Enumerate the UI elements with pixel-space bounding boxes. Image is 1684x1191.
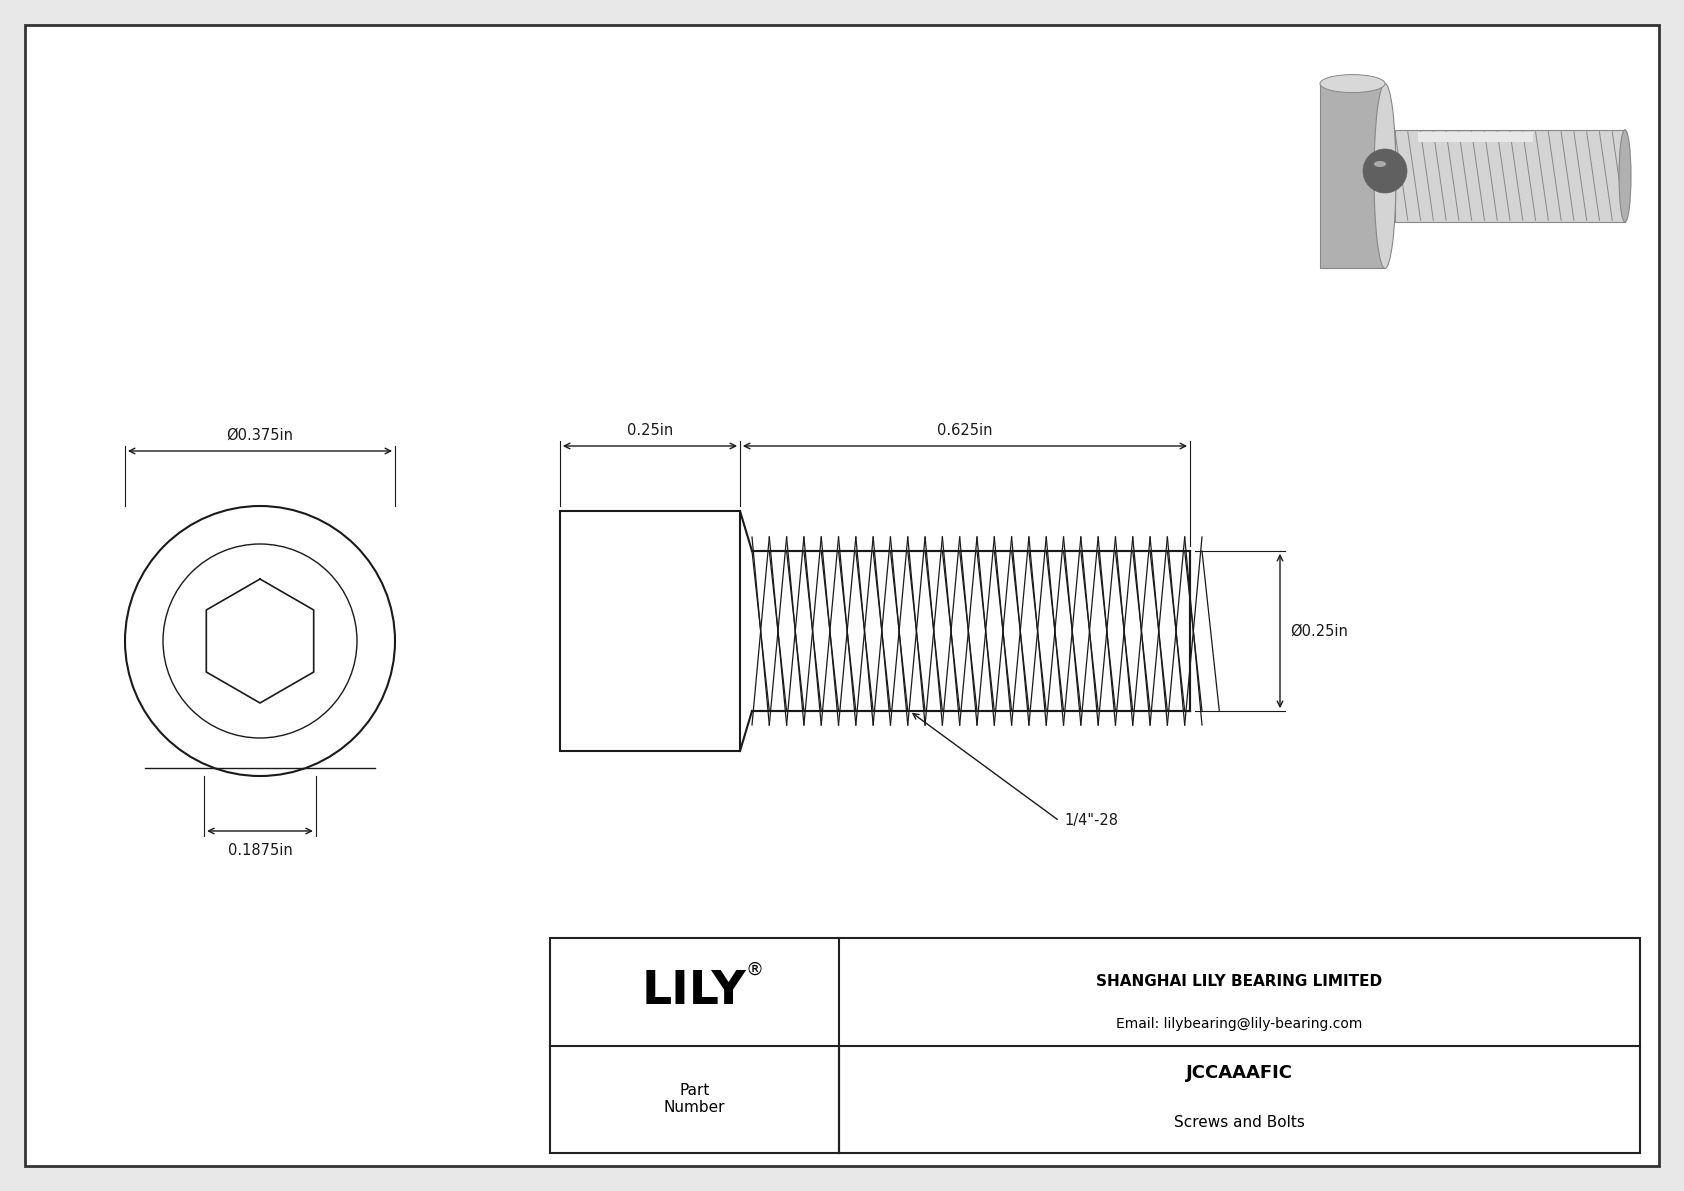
Polygon shape [1394, 130, 1625, 223]
Text: JCCAAAFIC: JCCAAAFIC [1186, 1065, 1293, 1083]
Text: Email: lilybearing@lily-bearing.com: Email: lilybearing@lily-bearing.com [1116, 1017, 1362, 1031]
Polygon shape [1320, 83, 1384, 268]
Circle shape [1362, 149, 1408, 193]
Bar [551, 939, 1640, 1153]
Circle shape [163, 544, 357, 738]
Text: ®: ® [746, 961, 763, 979]
Text: SHANGHAI LILY BEARING LIMITED: SHANGHAI LILY BEARING LIMITED [1096, 973, 1383, 989]
Text: LILY: LILY [642, 969, 746, 1015]
Polygon shape [1384, 95, 1394, 256]
Text: 0.625in: 0.625in [938, 423, 994, 438]
Text: Ø0.25in: Ø0.25in [1290, 624, 1347, 638]
Text: Ø0.375in: Ø0.375in [227, 428, 293, 443]
Circle shape [125, 506, 396, 777]
Bar [561, 511, 739, 752]
Ellipse shape [1374, 83, 1396, 268]
Text: Screws and Bolts: Screws and Bolts [1174, 1116, 1305, 1130]
Text: Part
Number: Part Number [663, 1083, 726, 1116]
Bar [753, 551, 1191, 711]
Text: 0.1875in: 0.1875in [227, 843, 293, 858]
Ellipse shape [1320, 75, 1384, 93]
Polygon shape [1418, 132, 1532, 142]
Ellipse shape [1618, 130, 1632, 223]
Text: 0.25in: 0.25in [626, 423, 674, 438]
Text: 1/4"-28: 1/4"-28 [1064, 813, 1118, 829]
Ellipse shape [1374, 161, 1386, 167]
